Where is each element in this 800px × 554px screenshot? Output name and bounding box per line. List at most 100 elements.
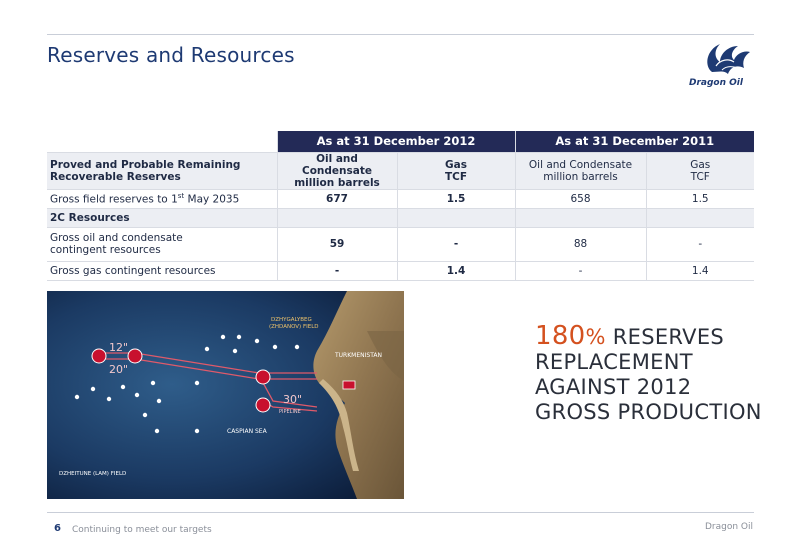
well-marker: [220, 334, 226, 340]
column-header-row: Proved and Probable Remaining Recoverabl…: [47, 152, 754, 190]
well-marker: [272, 344, 278, 350]
gas-2012-cell: -: [397, 227, 516, 262]
empty-cell: [397, 208, 516, 228]
header-label-line1: Proved and Probable Remaining: [50, 158, 241, 171]
section-row: 2C Resources: [47, 208, 754, 228]
hub-platforms: [91, 348, 271, 413]
period-header-row: As at 31 December 2012 As at 31 December…: [47, 131, 754, 153]
oil-header-line2: million barrels: [294, 176, 380, 189]
label-line2: contingent resources: [50, 244, 161, 256]
map-label-pipe-30: 30": [283, 393, 302, 406]
well-marker: [254, 338, 260, 344]
table-row: Gross gas contingent resources - 1.4 - 1…: [47, 261, 754, 281]
well-marker: [142, 412, 148, 418]
map-label-north-field-2: (ZHDANOV) FIELD: [269, 324, 319, 330]
top-rule: [47, 34, 754, 35]
gas-2012-header: Gas TCF: [397, 152, 516, 190]
map-label-pipeline: PIPELINE: [279, 409, 301, 415]
oil-2011-cell: 658: [515, 189, 647, 209]
pipeline-12: [99, 352, 317, 374]
map-label-south-field: DZHEITUNE (LAM) FIELD: [59, 471, 126, 477]
gas-2011-cell: -: [646, 227, 754, 262]
label-pre: Gross field reserves to 1: [50, 193, 178, 206]
empty-cell: [646, 208, 754, 228]
well-marker: [194, 428, 200, 434]
slide-title: Reserves and Resources: [47, 43, 295, 67]
platform-hub: [255, 369, 271, 385]
well-markers: [74, 334, 300, 434]
map-label-pipe-20: 20": [109, 363, 128, 376]
oil-header-line1: Oil and Condensate: [302, 152, 372, 177]
gas-2012-cell: 1.5: [397, 189, 516, 209]
well-marker: [134, 392, 140, 398]
gas-header-line1: Gas: [445, 158, 467, 171]
period-2012-header: As at 31 December 2012: [277, 131, 516, 153]
headline-line3: AGAINST 2012: [535, 375, 692, 399]
well-marker: [106, 396, 112, 402]
empty-cell: [515, 208, 647, 228]
pipelines: [99, 352, 318, 412]
onshore-flag: [342, 380, 356, 390]
header-label-line2: Recoverable Reserves: [50, 170, 181, 183]
oil-2012-header: Oil and Condensate million barrels: [277, 152, 398, 190]
headline-number: 180: [535, 321, 586, 351]
well-marker: [154, 428, 160, 434]
label-sup: st: [177, 191, 185, 200]
oil-2011-cell: -: [515, 261, 647, 281]
row-label: Gross gas contingent resources: [47, 261, 278, 281]
row-label-header: Proved and Probable Remaining Recoverabl…: [47, 152, 278, 190]
gas-2012-cell: 1.4: [397, 261, 516, 281]
land-shading: [367, 331, 404, 381]
label-line1: Gross oil and condensate: [50, 232, 183, 244]
map-label-north-field: DZHYGALYBEG: [271, 317, 312, 323]
platform-hub: [255, 397, 271, 413]
oil-2012-cell: 59: [277, 227, 398, 262]
well-marker: [194, 380, 200, 386]
headline: 180% RESERVES REPLACEMENT AGAINST 2012 G…: [535, 321, 762, 425]
map-label-pipe-12: 12": [109, 341, 128, 354]
oil-2012-cell: -: [277, 261, 398, 281]
row-label: Gross oil and condensate contingent reso…: [47, 227, 278, 262]
label-post: May 2035: [184, 193, 240, 206]
headline-pct: %: [585, 325, 606, 349]
gas-header-line2: TCF: [690, 170, 710, 183]
headline-line4: GROSS PRODUCTION: [535, 400, 762, 424]
gas-2011-cell: 1.5: [646, 189, 754, 209]
page-number: 6: [54, 523, 61, 534]
oil-2012-cell: 677: [277, 189, 398, 209]
headline-line1-rest: RESERVES: [605, 325, 725, 349]
gas-2011-cell: 1.4: [646, 261, 754, 281]
oil-2011-cell: 88: [515, 227, 647, 262]
flag-marker: [342, 380, 356, 390]
well-marker: [74, 394, 80, 400]
well-marker: [120, 384, 126, 390]
well-marker: [232, 348, 238, 354]
reserves-table: As at 31 December 2012 As at 31 December…: [47, 131, 754, 281]
gas-header-line1: Gas: [690, 158, 711, 171]
dragon-oil-logo-icon: [707, 44, 750, 74]
gas-2011-header: Gas TCF: [646, 152, 754, 190]
well-marker: [90, 386, 96, 392]
well-marker: [150, 380, 156, 386]
headline-line2: REPLACEMENT: [535, 350, 693, 374]
well-marker: [156, 398, 162, 404]
map-label-country: TURKMENISTAN: [334, 352, 382, 359]
footer-company: Dragon Oil: [704, 522, 753, 532]
oil-header-line2: million barrels: [543, 170, 618, 183]
section-label: 2C Resources: [47, 208, 278, 228]
logo-text: Dragon Oil: [689, 78, 743, 88]
oil-2011-header: Oil and Condensate million barrels: [515, 152, 647, 190]
pipeline-20: [99, 358, 317, 380]
peninsula: [319, 379, 359, 471]
gas-header-line2: TCF: [444, 170, 468, 183]
table-row: Gross oil and condensate contingent reso…: [47, 227, 754, 262]
bottom-rule: [47, 512, 754, 513]
blank-cell: [47, 131, 278, 153]
pipeline-30: [260, 378, 318, 408]
field-map: DZHYGALYBEG (ZHDANOV) FIELD TURKMENISTAN…: [47, 291, 404, 499]
empty-cell: [277, 208, 398, 228]
oil-header-line1: Oil and Condensate: [528, 158, 633, 171]
footer-caption: Continuing to meet our targets: [72, 525, 212, 535]
well-marker: [236, 334, 242, 340]
period-2011-header: As at 31 December 2011: [515, 131, 754, 153]
